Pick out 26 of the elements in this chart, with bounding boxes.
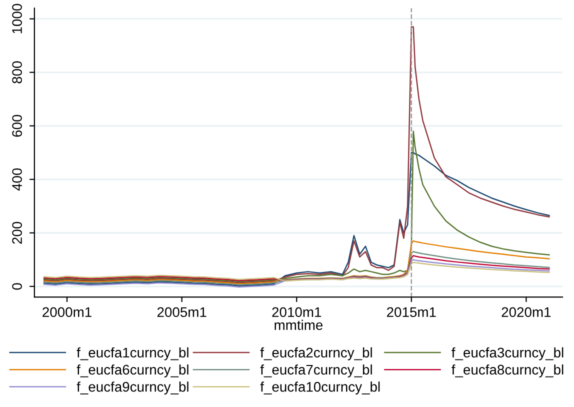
y-tick-label: 0: [12, 283, 22, 290]
legend-label: f_eucfa10curncy_bl: [260, 382, 380, 394]
y-tick-label: 400: [12, 168, 22, 191]
x-axis-title: mmtime: [274, 320, 323, 330]
legend-label: f_eucfa1curncy_bl: [76, 347, 188, 360]
legend-label: f_eucfa6curncy_bl: [76, 364, 188, 378]
legend-label: f_eucfa9curncy_bl: [76, 382, 188, 394]
line-series: [43, 259, 550, 288]
line-series: [43, 152, 550, 286]
line-series: [43, 262, 550, 282]
legend-label: f_eucfa8curncy_bl: [452, 364, 564, 378]
legend-label: f_eucfa2curncy_bl: [260, 347, 372, 360]
legend-label: f_eucfa7curncy_bl: [260, 364, 372, 378]
x-tick-label: 2000m1: [42, 307, 92, 318]
y-tick-label: 600: [12, 114, 22, 137]
line-series: [43, 240, 550, 284]
x-tick-label: 2010m1: [272, 307, 322, 318]
y-tick-label: 800: [12, 61, 22, 84]
y-tick-label: 200: [12, 222, 22, 244]
line-series: [43, 130, 550, 282]
line-series: [43, 26, 550, 284]
x-tick-label: 2015m1: [387, 307, 436, 318]
x-tick-label: 2005m1: [157, 307, 206, 318]
y-tick-label: 1000: [12, 4, 22, 34]
legend-label: f_eucfa3curncy_bl: [452, 347, 564, 360]
x-tick-label: 2020m1: [502, 307, 551, 318]
